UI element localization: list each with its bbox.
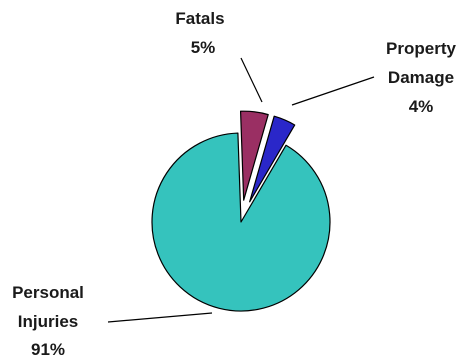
label-personal-injuries-line1: Personal [12, 283, 84, 302]
slice-fatals [239, 110, 269, 201]
label-personal-injuries-line2: Injuries [18, 312, 78, 331]
slice-personal-injuries [151, 132, 331, 312]
label-property-damage-pct: 4% [409, 97, 434, 116]
leader-line-fatals [240, 57, 263, 103]
leader-line-personal-injuries [107, 312, 213, 323]
leader-lines [107, 57, 375, 323]
label-personal-injuries-pct: 91% [31, 340, 65, 359]
pie-slices [151, 110, 331, 312]
label-property-damage-line2: Damage [388, 68, 454, 87]
leader-line-property-damage [291, 76, 375, 106]
slice-property-damage [249, 115, 296, 203]
label-property-damage-line1: Property [386, 39, 456, 58]
label-fatals-pct: 5% [191, 38, 216, 57]
slice-labels: Personal Injuries 91% Fatals 5% Property… [12, 9, 456, 359]
label-fatals: Fatals [175, 9, 224, 28]
